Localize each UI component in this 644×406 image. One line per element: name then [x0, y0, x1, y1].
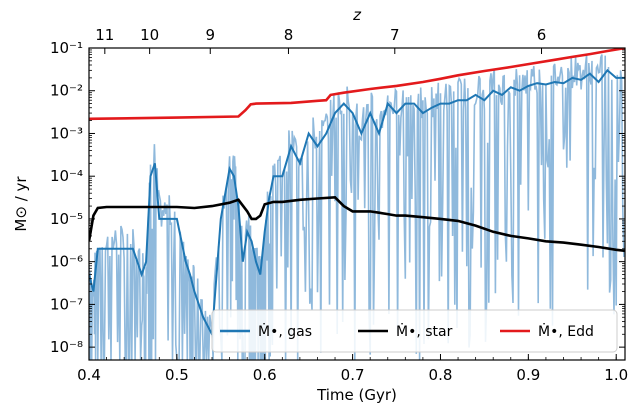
- legend-label-gas: Ṁ•, gas: [258, 322, 312, 340]
- y-tick-label: 10⁻³: [50, 124, 83, 142]
- x-axis-label: Time (Gyr): [316, 386, 397, 404]
- legend-label-star: Ṁ•, star: [396, 322, 453, 340]
- x-tick-label: 0.9: [516, 366, 540, 384]
- y-axis-label: M⊙ / yr: [12, 176, 30, 232]
- eddington-line: [89, 48, 625, 121]
- star-line: [89, 195, 625, 253]
- z-tick-label: 8: [284, 26, 294, 44]
- z-tick-label: 7: [390, 26, 400, 44]
- data-layer: [89, 48, 625, 360]
- z-tick-label: 9: [205, 26, 215, 44]
- gas-raw-line: [89, 54, 625, 360]
- plot-frame: [88, 47, 626, 361]
- x-tick-label: 0.4: [77, 366, 101, 384]
- x-tick-label: 1.0: [604, 366, 628, 384]
- y-tick-label: 10⁻¹: [50, 39, 83, 57]
- x-tick-label: 0.5: [165, 366, 189, 384]
- gas-smoothed-line: [89, 68, 625, 338]
- plot-background: [89, 48, 625, 360]
- y-tick-label: 10⁻⁶: [50, 253, 83, 271]
- y-tick-label: 10⁻⁷: [50, 295, 83, 313]
- top-axis-label: z: [352, 6, 362, 24]
- z-tick-label: 11: [95, 26, 114, 44]
- x-tick-label: 0.6: [253, 366, 277, 384]
- z-tick-label: 10: [140, 26, 159, 44]
- y-tick-label: 10⁻⁴: [50, 167, 83, 185]
- x-tick-label: 0.8: [429, 366, 453, 384]
- x-tick-label: 0.7: [341, 366, 365, 384]
- y-tick-label: 10⁻²: [50, 82, 83, 100]
- legend: Ṁ•, gas Ṁ•, star Ṁ•, Edd: [211, 309, 618, 353]
- y-tick-label: 10⁻⁵: [50, 210, 83, 228]
- ticks-layer: 0.4 0.5 0.6 0.7 0.8 0.9 1.0 10⁻⁸ 10⁻⁷ 10⁻⁶ 10⁻⁵ 10⁻…: [50, 26, 628, 384]
- legend-box: [211, 309, 618, 353]
- y-tick-label: 10⁻⁸: [50, 338, 83, 356]
- legend-label-edd: Ṁ•, Edd: [538, 322, 594, 340]
- z-tick-label: 6: [537, 26, 547, 44]
